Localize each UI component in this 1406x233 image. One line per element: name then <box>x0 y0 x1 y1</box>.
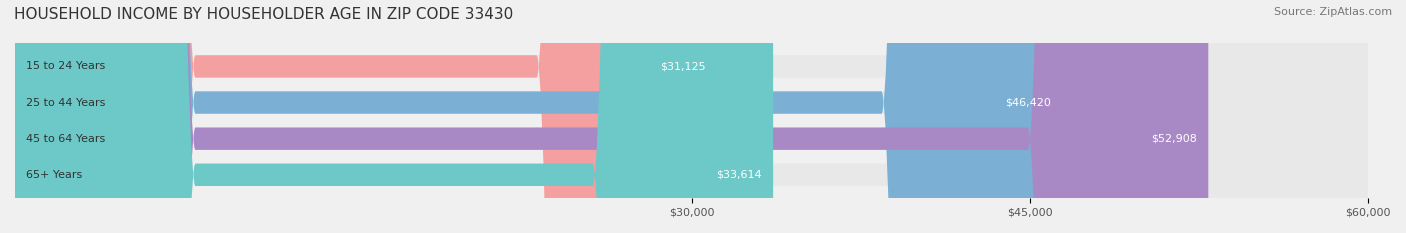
FancyBboxPatch shape <box>15 0 1062 233</box>
FancyBboxPatch shape <box>15 0 1368 233</box>
FancyBboxPatch shape <box>15 0 1368 233</box>
FancyBboxPatch shape <box>15 0 1368 233</box>
Text: 65+ Years: 65+ Years <box>27 170 83 180</box>
FancyBboxPatch shape <box>15 0 717 233</box>
Text: 45 to 64 Years: 45 to 64 Years <box>27 134 105 144</box>
Text: $33,614: $33,614 <box>716 170 762 180</box>
Text: 15 to 24 Years: 15 to 24 Years <box>27 62 105 72</box>
Text: Source: ZipAtlas.com: Source: ZipAtlas.com <box>1274 7 1392 17</box>
FancyBboxPatch shape <box>15 0 1208 233</box>
FancyBboxPatch shape <box>15 0 773 233</box>
Text: 25 to 44 Years: 25 to 44 Years <box>27 98 105 108</box>
FancyBboxPatch shape <box>15 0 1368 233</box>
Text: HOUSEHOLD INCOME BY HOUSEHOLDER AGE IN ZIP CODE 33430: HOUSEHOLD INCOME BY HOUSEHOLDER AGE IN Z… <box>14 7 513 22</box>
Text: $31,125: $31,125 <box>659 62 706 72</box>
Text: $46,420: $46,420 <box>1005 98 1050 108</box>
Text: $52,908: $52,908 <box>1152 134 1197 144</box>
